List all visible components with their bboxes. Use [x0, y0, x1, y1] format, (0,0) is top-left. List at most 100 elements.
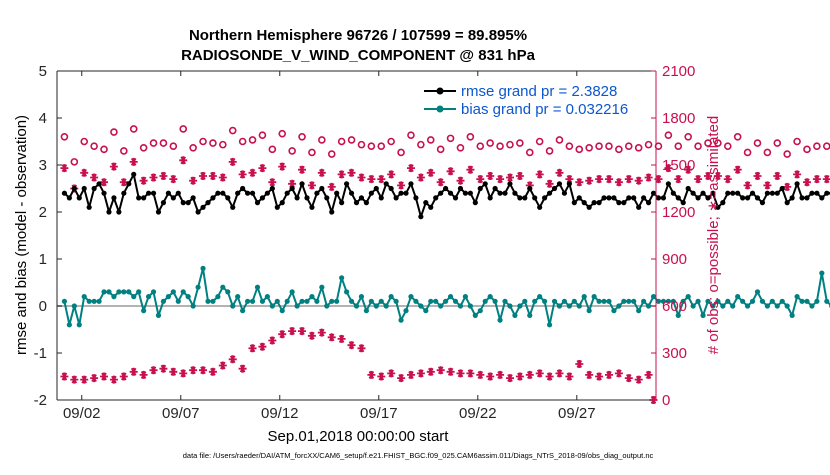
- bias-point: [710, 303, 716, 309]
- bias-point: [363, 308, 370, 314]
- obs-assimilated-point: [605, 370, 613, 379]
- rmse-point: [740, 195, 746, 201]
- obs-possible-point: [585, 143, 593, 152]
- obs-possible-point: [169, 142, 178, 150]
- bias-point: [428, 298, 434, 304]
- obs-assimilated-point: [525, 370, 534, 379]
- rmse-point: [556, 181, 563, 187]
- bias-point: [289, 289, 295, 295]
- bias-point: [145, 294, 152, 300]
- tick-labels: -2 -1 0 1 2 3 4 5 0 300 600 900 1200 1500 1800 2100 09/0…: [34, 63, 696, 422]
- rmse-point: [304, 195, 310, 201]
- y-right-tick-label: 600: [662, 298, 687, 315]
- obs-assimilated-point: [307, 331, 316, 340]
- obs-assimilated-point: [169, 367, 178, 376]
- rmse-point: [764, 190, 770, 196]
- obs-assimilated-point: [327, 333, 336, 342]
- obs-possible-point: [288, 147, 296, 155]
- rmse-point: [220, 190, 226, 196]
- obs-assimilated-point: [614, 369, 623, 378]
- rmse-point: [457, 185, 464, 192]
- rmse-point: [259, 195, 266, 201]
- obs-possible-point: [397, 148, 405, 157]
- bias-point: [789, 312, 795, 318]
- obs-assimilated-point: [367, 370, 376, 379]
- bias-point: [611, 308, 617, 314]
- obs-possible-point: [684, 133, 692, 141]
- rmse-point: [665, 181, 671, 187]
- bias-point: [759, 298, 766, 304]
- bias-point: [764, 303, 770, 309]
- y-left-tick-label: 4: [39, 110, 47, 127]
- obs-possible-point: [367, 142, 376, 150]
- bias-point: [606, 298, 612, 304]
- rmse-point: [680, 200, 686, 206]
- obs-assimilated-point: [357, 344, 366, 353]
- rmse-point: [225, 195, 231, 201]
- bias-point: [339, 275, 345, 281]
- bias-point: [66, 322, 72, 328]
- obs-possible-point: [110, 128, 118, 136]
- rmse-point: [116, 209, 122, 215]
- rmse-point: [339, 200, 345, 206]
- rmse-point: [754, 195, 761, 201]
- obs-assimilated-point: [743, 181, 752, 190]
- bias-point: [353, 303, 360, 309]
- bias-point: [522, 298, 528, 304]
- bias-point: [141, 308, 147, 314]
- bias-point: [329, 298, 335, 304]
- obs-possible-point: [545, 147, 554, 155]
- obs-possible-series: [60, 125, 830, 166]
- obs-assimilated-point: [119, 178, 128, 187]
- obs-possible-point: [377, 142, 386, 150]
- rmse-point: [131, 171, 137, 177]
- bias-point: [126, 289, 132, 295]
- rmse-point: [447, 190, 454, 196]
- bias-point: [561, 298, 568, 304]
- rmse-point: [532, 195, 538, 201]
- bias-point: [631, 298, 637, 304]
- obs-assimilated-point: [298, 327, 306, 336]
- rmse-series: [61, 171, 830, 220]
- obs-assimilated-point: [60, 164, 69, 173]
- bias-point: [452, 298, 459, 304]
- rmse-point: [438, 190, 444, 196]
- bias-point: [388, 294, 394, 300]
- bias-point: [324, 303, 330, 309]
- obs-possible-point: [426, 136, 435, 144]
- bias-point: [393, 298, 399, 304]
- obs-possible-point: [555, 136, 564, 144]
- bias-point: [645, 303, 652, 309]
- rmse-point: [586, 204, 592, 210]
- rmse-point: [254, 200, 261, 206]
- obs-possible-point: [129, 125, 138, 133]
- rmse-point: [413, 195, 419, 201]
- rmse-point: [215, 190, 221, 196]
- rmse-point: [348, 190, 355, 196]
- rmse-point: [294, 195, 300, 201]
- rmse-point: [309, 204, 315, 210]
- rmse-point: [195, 209, 201, 215]
- rmse-point: [165, 190, 171, 196]
- obs-assimilated-point: [565, 372, 574, 381]
- y-left-tick-label: 5: [39, 63, 47, 80]
- rmse-point: [546, 190, 553, 196]
- y-right-tick-label: 900: [662, 251, 687, 268]
- bias-point: [205, 298, 211, 304]
- bias-point: [403, 308, 409, 314]
- obs-possible-point: [258, 131, 267, 140]
- rmse-point: [136, 195, 142, 201]
- obs-possible-point: [308, 148, 316, 157]
- bias-point: [507, 303, 513, 309]
- obs-assimilated-point: [238, 170, 247, 179]
- obs-possible-point: [100, 145, 108, 154]
- y-left-tick-label: 1: [39, 251, 47, 268]
- bias-point: [438, 303, 444, 309]
- obs-possible-point: [664, 131, 673, 140]
- rmse-point: [210, 195, 216, 201]
- bias-point: [175, 298, 181, 304]
- bias-point: [784, 303, 790, 309]
- bias-point: [556, 303, 563, 309]
- y-right-tick-label: 1500: [662, 157, 695, 174]
- obs-assimilated-point: [248, 344, 257, 353]
